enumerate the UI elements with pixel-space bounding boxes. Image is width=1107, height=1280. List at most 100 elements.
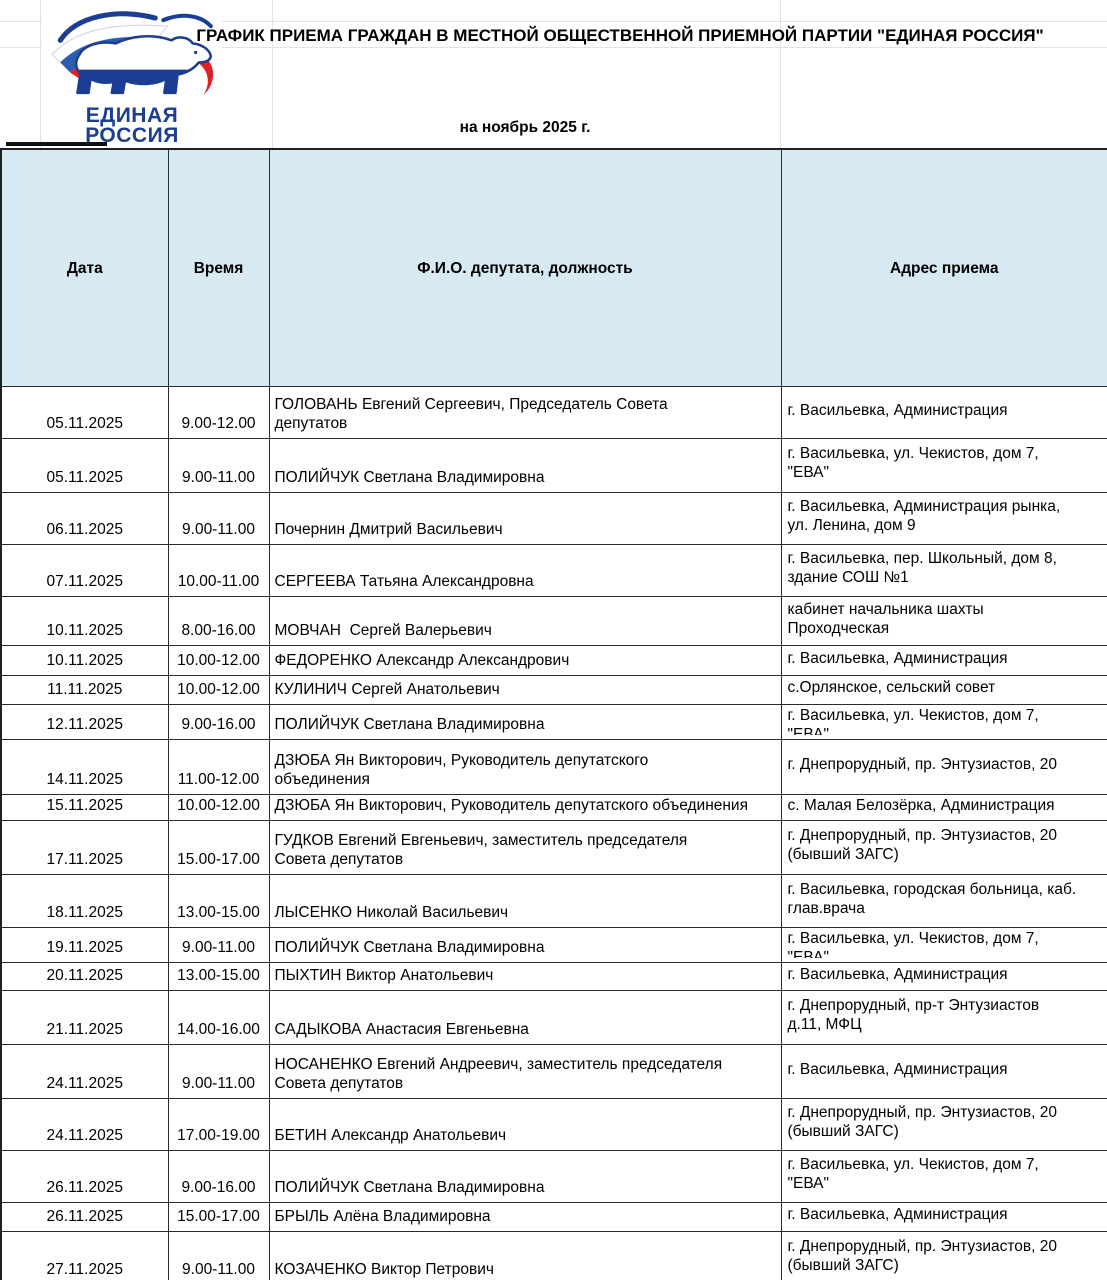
time-cell: 8.00-16.00 — [167, 596, 270, 646]
table-row: 17.11.2025 15.00-17.00 ГУДКОВ Евгений Евге… — [0, 820, 1107, 875]
table-header: Дата Время Ф.И.О. депутата, должность Адрес… — [0, 148, 1107, 387]
time-cell: 14.00-16.00 — [167, 990, 270, 1045]
column-header-address: Адрес приема — [780, 148, 1107, 387]
fio-cell: ДЗЮБА Ян Викторович, Руководитель депута… — [268, 794, 782, 821]
sheet-gridline — [40, 0, 41, 148]
date-cell: 26.11.2025 — [0, 1150, 169, 1203]
column-header-time: Время — [167, 148, 270, 387]
date-cell: 17.11.2025 — [0, 820, 169, 875]
time-cell: 9.00-11.00 — [167, 438, 270, 493]
address-cell: г. Днепрорудный, пр-т Энтузиастов д.11, … — [780, 990, 1107, 1045]
time-cell: 9.00-11.00 — [167, 927, 270, 963]
date-cell: 05.11.2025 — [0, 386, 169, 439]
date-cell: 27.11.2025 — [0, 1231, 169, 1280]
fio-cell: КУЛИНИЧ Сергей Анатольевич — [268, 675, 782, 705]
table-row: 10.11.2025 8.00-16.00 МОВЧАН Сергей Валерь… — [0, 596, 1107, 646]
time-cell: 10.00-11.00 — [167, 544, 270, 597]
time-cell: 17.00-19.00 — [167, 1098, 270, 1151]
table-row: 26.11.2025 9.00-16.00 ПОЛИЙЧУК Светлана Вл… — [0, 1150, 1107, 1203]
address-cell: кабинет начальника шахты Проходческая — [780, 596, 1107, 646]
address-cell: г. Днепрорудный, пр. Энтузиастов, 20 (бы… — [780, 1231, 1107, 1280]
time-cell: 9.00-11.00 — [167, 1231, 270, 1280]
time-cell: 10.00-12.00 — [167, 645, 270, 676]
page-subtitle: на ноябрь 2025 г. — [459, 119, 591, 136]
date-cell: 24.11.2025 — [0, 1044, 169, 1099]
table-row: 10.11.2025 10.00-12.00 ФЕДОРЕНКО Александр… — [0, 645, 1107, 676]
address-cell: г. Васильевка, Администрация — [780, 962, 1107, 991]
fio-cell: БРЫЛЬ Алёна Владимировна — [268, 1202, 782, 1232]
time-cell: 10.00-12.00 — [167, 794, 270, 821]
date-cell: 10.11.2025 — [0, 645, 169, 676]
fio-cell: ЛЫСЕНКО Николай Васильевич — [268, 874, 782, 928]
date-cell: 05.11.2025 — [0, 438, 169, 493]
table-row: 05.11.2025 9.00-11.00 ПОЛИЙЧУК Светлана Вл… — [0, 438, 1107, 493]
date-cell: 11.11.2025 — [0, 675, 169, 705]
date-cell: 07.11.2025 — [0, 544, 169, 597]
address-cell: г. Васильевка, ул. Чекистов, дом 7, "ЕВА… — [780, 704, 1107, 740]
time-cell: 9.00-12.00 — [167, 386, 270, 439]
fio-cell: ПОЛИЙЧУК Светлана Владимировна — [268, 927, 782, 963]
table-body: 05.11.2025 9.00-12.00 ГОЛОВАНЬ Евгений Сер… — [0, 386, 1107, 1280]
reception-schedule-table: Дата Время Ф.И.О. депутата, должность Адрес… — [0, 148, 1107, 1280]
date-cell: 18.11.2025 — [0, 874, 169, 928]
date-cell: 10.11.2025 — [0, 596, 169, 646]
address-cell: г. Васильевка, Администрация — [780, 386, 1107, 439]
header-row: Дата Время Ф.И.О. депутата, должность Адрес… — [0, 148, 1107, 387]
fio-cell: КОЗАЧЕНКО Виктор Петрович — [268, 1231, 782, 1280]
table-row: 12.11.2025 9.00-16.00 ПОЛИЙЧУК Светлана Вл… — [0, 704, 1107, 740]
fio-cell: ГУДКОВ Евгений Евгеньевич, заместитель п… — [268, 820, 782, 875]
address-cell: г. Днепрорудный, пр. Энтузиастов, 20 — [780, 739, 1107, 795]
fio-cell: НОСАНЕНКО Евгений Андреевич, заместитель… — [268, 1044, 782, 1099]
fio-cell: ДЗЮБА Ян Викторович, Руководитель депута… — [268, 739, 782, 795]
time-cell: 15.00-17.00 — [167, 1202, 270, 1232]
address-cell: г. Васильевка, Администрация — [780, 1044, 1107, 1099]
date-cell: 26.11.2025 — [0, 1202, 169, 1232]
logo-text-line2: РОССИЯ — [85, 124, 179, 147]
address-cell: г. Днепрорудный, пр. Энтузиастов, 20 (бы… — [780, 820, 1107, 875]
address-cell: г. Васильевка, ул. Чекистов, дом 7, "ЕВА… — [780, 1150, 1107, 1203]
table-row: 27.11.2025 9.00-11.00 КОЗАЧЕНКО Виктор Пет… — [0, 1231, 1107, 1280]
table-row: 21.11.2025 14.00-16.00 САДЫКОВА Анастасия … — [0, 990, 1107, 1045]
decorative-border-segment — [6, 142, 107, 146]
table-row: 06.11.2025 9.00-11.00 Почернин Дмитрий Вас… — [0, 492, 1107, 545]
fio-cell: БЕТИН Александр Анатольевич — [268, 1098, 782, 1151]
address-cell: г. Васильевка, ул. Чекистов, дом 7, "ЕВА… — [780, 438, 1107, 493]
date-cell: 24.11.2025 — [0, 1098, 169, 1151]
fio-cell: ПОЛИЙЧУК Светлана Владимировна — [268, 1150, 782, 1203]
address-cell: г. Днепрорудный, пр. Энтузиастов, 20 (бы… — [780, 1098, 1107, 1151]
page-title: ГРАФИК ПРИЕМА ГРАЖДАН В МЕСТНОЙ ОБЩЕСТВЕ… — [196, 26, 1044, 45]
address-cell: с.Орлянское, сельский совет — [780, 675, 1107, 705]
fio-cell: САДЫКОВА Анастасия Евгеньевна — [268, 990, 782, 1045]
fio-cell: Почернин Дмитрий Васильевич — [268, 492, 782, 545]
fio-cell: МОВЧАН Сергей Валерьевич — [268, 596, 782, 646]
time-cell: 10.00-12.00 — [167, 675, 270, 705]
sheet-gridline — [0, 21, 1107, 22]
date-cell: 21.11.2025 — [0, 990, 169, 1045]
time-cell: 9.00-16.00 — [167, 704, 270, 740]
table-row: 20.11.2025 13.00-15.00 ПЫХТИН Виктор Анато… — [0, 962, 1107, 991]
table-row: 18.11.2025 13.00-15.00 ЛЫСЕНКО Николай Вас… — [0, 874, 1107, 928]
fio-cell: СЕРГЕЕВА Татьяна Александровна — [268, 544, 782, 597]
table-row: 15.11.2025 10.00-12.00 ДЗЮБА Ян Викторович… — [0, 794, 1107, 821]
table-row: 24.11.2025 17.00-19.00 БЕТИН Александр Ана… — [0, 1098, 1107, 1151]
sheet-gridline — [0, 47, 1107, 48]
address-cell: г. Васильевка, Администрация — [780, 645, 1107, 676]
address-cell: г. Васильевка, городская больница, каб. … — [780, 874, 1107, 928]
time-cell: 9.00-16.00 — [167, 1150, 270, 1203]
address-cell: г. Васильевка, пер. Школьный, дом 8, зда… — [780, 544, 1107, 597]
fio-cell: ПОЛИЙЧУК Светлана Владимировна — [268, 704, 782, 740]
time-cell: 9.00-11.00 — [167, 492, 270, 545]
address-cell: г. Васильевка, Администрация — [780, 1202, 1107, 1232]
date-cell: 06.11.2025 — [0, 492, 169, 545]
address-cell: г. Васильевка, Администрация рынка, ул. … — [780, 492, 1107, 545]
sheet-gridline — [780, 0, 781, 148]
date-cell: 19.11.2025 — [0, 927, 169, 963]
table-row: 11.11.2025 10.00-12.00 КУЛИНИЧ Сергей Анат… — [0, 675, 1107, 705]
date-cell: 15.11.2025 — [0, 794, 169, 821]
table-row: 05.11.2025 9.00-12.00 ГОЛОВАНЬ Евгений Сер… — [0, 386, 1107, 439]
date-cell: 20.11.2025 — [0, 962, 169, 991]
address-cell: с. Малая Белозёрка, Администрация — [780, 794, 1107, 821]
address-cell: г. Васильевка, ул. Чекистов, дом 7, "ЕВА… — [780, 927, 1107, 963]
fio-cell: ПОЛИЙЧУК Светлана Владимировна — [268, 438, 782, 493]
